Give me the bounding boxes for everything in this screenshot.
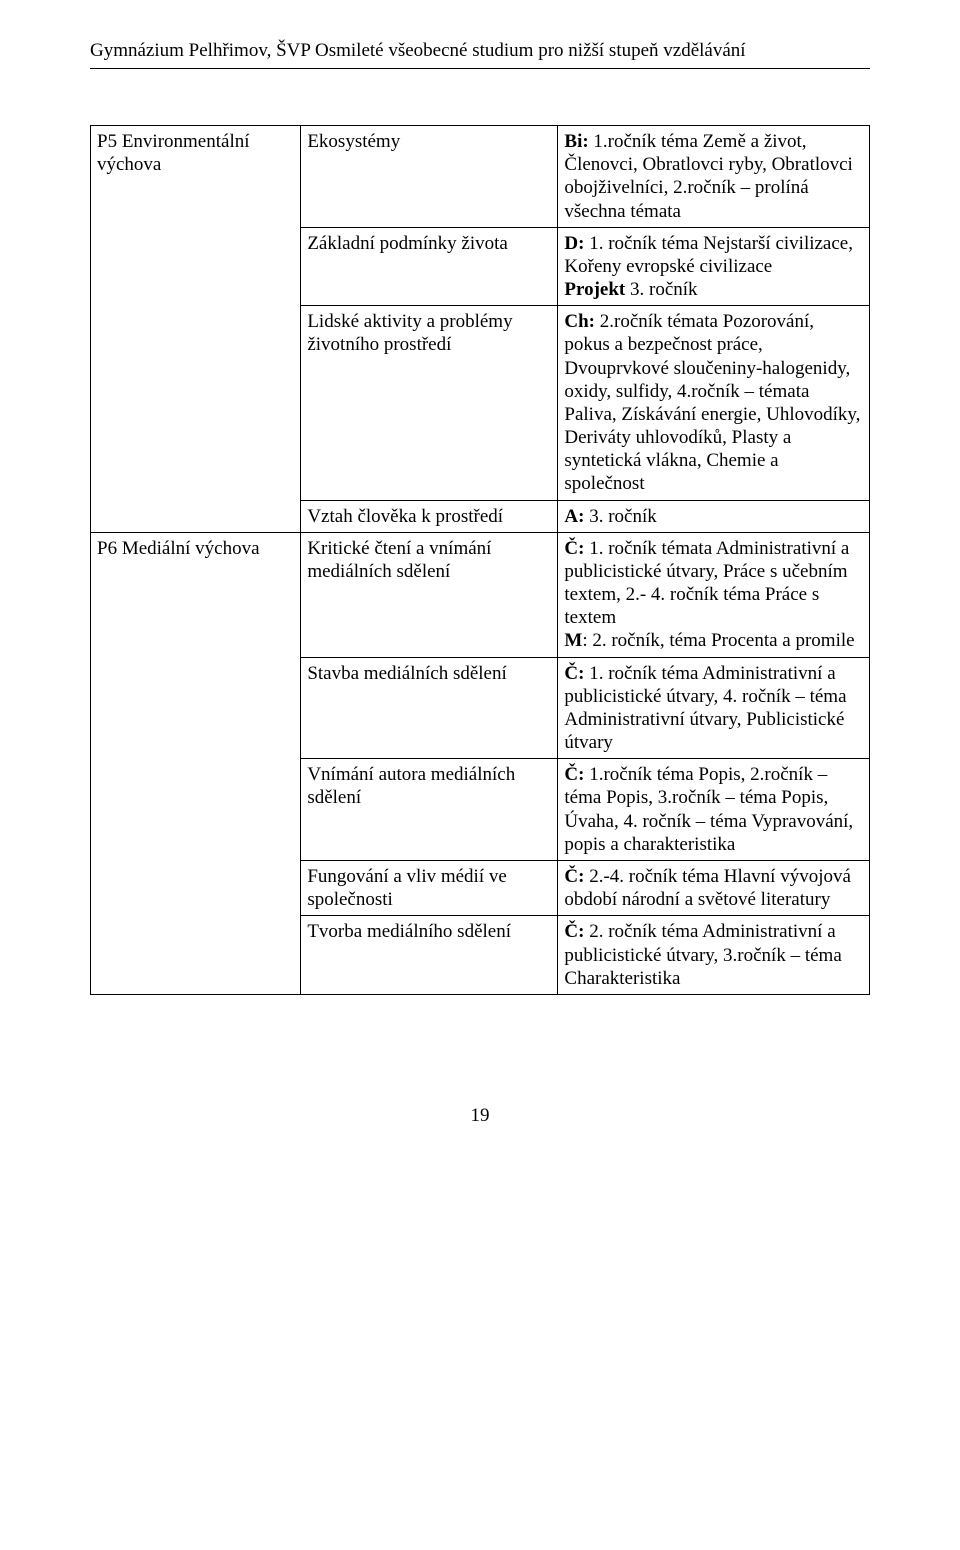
cell-p6-r2-mid: Stavba mediálních sdělení bbox=[301, 657, 558, 759]
text: : 2. ročník, téma Procenta a promile bbox=[582, 630, 854, 651]
cell-p6-r1-mid: Kritické čtení a vnímání mediálních sděl… bbox=[301, 532, 558, 657]
cell-p5-r1-mid: Ekosystémy bbox=[301, 126, 558, 228]
cell-p6-r4-mid: Fungování a vliv médií ve společnosti bbox=[301, 860, 558, 915]
cell-p6-label: P6 Mediální výchova bbox=[91, 532, 301, 994]
cell-p5-label: P5 Environmentální výchova bbox=[91, 126, 301, 533]
bold-tag: Č: bbox=[564, 921, 584, 942]
bold-tag: Č: bbox=[564, 866, 584, 887]
page-container: Gymnázium Pelhřimov, ŠVP Osmileté všeobe… bbox=[0, 0, 960, 1187]
page-header: Gymnázium Pelhřimov, ŠVP Osmileté všeobe… bbox=[90, 40, 870, 69]
cell-p6-r2-right: Č: 1. ročník téma Administrativní a publ… bbox=[558, 657, 870, 759]
cell-p5-r3-right: Ch: 2.ročník témata Pozorování, pokus a … bbox=[558, 306, 870, 500]
cell-p6-r5-right: Č: 2. ročník téma Administrativní a publ… bbox=[558, 916, 870, 995]
text: 3. ročník bbox=[584, 506, 656, 527]
table-row: P6 Mediální výchova Kritické čtení a vní… bbox=[91, 532, 870, 657]
text: 1.ročník téma Popis, 2.ročník – téma Pop… bbox=[564, 764, 853, 855]
bold-tag: Projekt bbox=[564, 279, 625, 300]
bold-tag: D: bbox=[564, 233, 584, 254]
text: 1. ročník téma Nejstarší civilizace, Koř… bbox=[564, 233, 853, 277]
text: 3. ročník bbox=[625, 279, 697, 300]
cell-p6-r4-right: Č: 2.-4. ročník téma Hlavní vývojová obd… bbox=[558, 860, 870, 915]
bold-tag: Bi: bbox=[564, 131, 588, 152]
cell-p5-r3-mid: Lidské aktivity a problémy životního pro… bbox=[301, 306, 558, 500]
text: 2. ročník téma Administrativní a publici… bbox=[564, 921, 841, 988]
text: 1.ročník téma Země a život, Členovci, Ob… bbox=[564, 131, 852, 222]
cell-p6-r5-mid: Tvorba mediálního sdělení bbox=[301, 916, 558, 995]
bold-tag: A: bbox=[564, 506, 584, 527]
cell-p5-r4-right: A: 3. ročník bbox=[558, 500, 870, 532]
cell-p5-r2-right: D: 1. ročník téma Nejstarší civilizace, … bbox=[558, 227, 870, 306]
bold-tag: M bbox=[564, 630, 582, 651]
cell-p5-r2-mid: Základní podmínky života bbox=[301, 227, 558, 306]
cell-p6-r3-right: Č: 1.ročník téma Popis, 2.ročník – téma … bbox=[558, 759, 870, 861]
bold-tag: Č: bbox=[564, 663, 584, 684]
bold-tag: Č: bbox=[564, 764, 584, 785]
table-row: P5 Environmentální výchova Ekosystémy Bi… bbox=[91, 126, 870, 228]
page-number: 19 bbox=[90, 1105, 870, 1127]
cell-p5-r1-right: Bi: 1.ročník téma Země a život, Členovci… bbox=[558, 126, 870, 228]
cell-p6-r1-right: Č: 1. ročník témata Administrativní a pu… bbox=[558, 532, 870, 657]
cell-p6-r3-mid: Vnímání autora mediálních sdělení bbox=[301, 759, 558, 861]
curriculum-table: P5 Environmentální výchova Ekosystémy Bi… bbox=[90, 125, 870, 995]
bold-tag: Č: bbox=[564, 538, 584, 559]
text: 2.ročník témata Pozorování, pokus a bezp… bbox=[564, 311, 860, 494]
text: 2.-4. ročník téma Hlavní vývojová období… bbox=[564, 866, 851, 910]
bold-tag: Ch: bbox=[564, 311, 595, 332]
text: 1. ročník témata Administrativní a publi… bbox=[564, 538, 849, 629]
text: 1. ročník téma Administrativní a publici… bbox=[564, 663, 846, 754]
cell-p5-r4-mid: Vztah člověka k prostředí bbox=[301, 500, 558, 532]
